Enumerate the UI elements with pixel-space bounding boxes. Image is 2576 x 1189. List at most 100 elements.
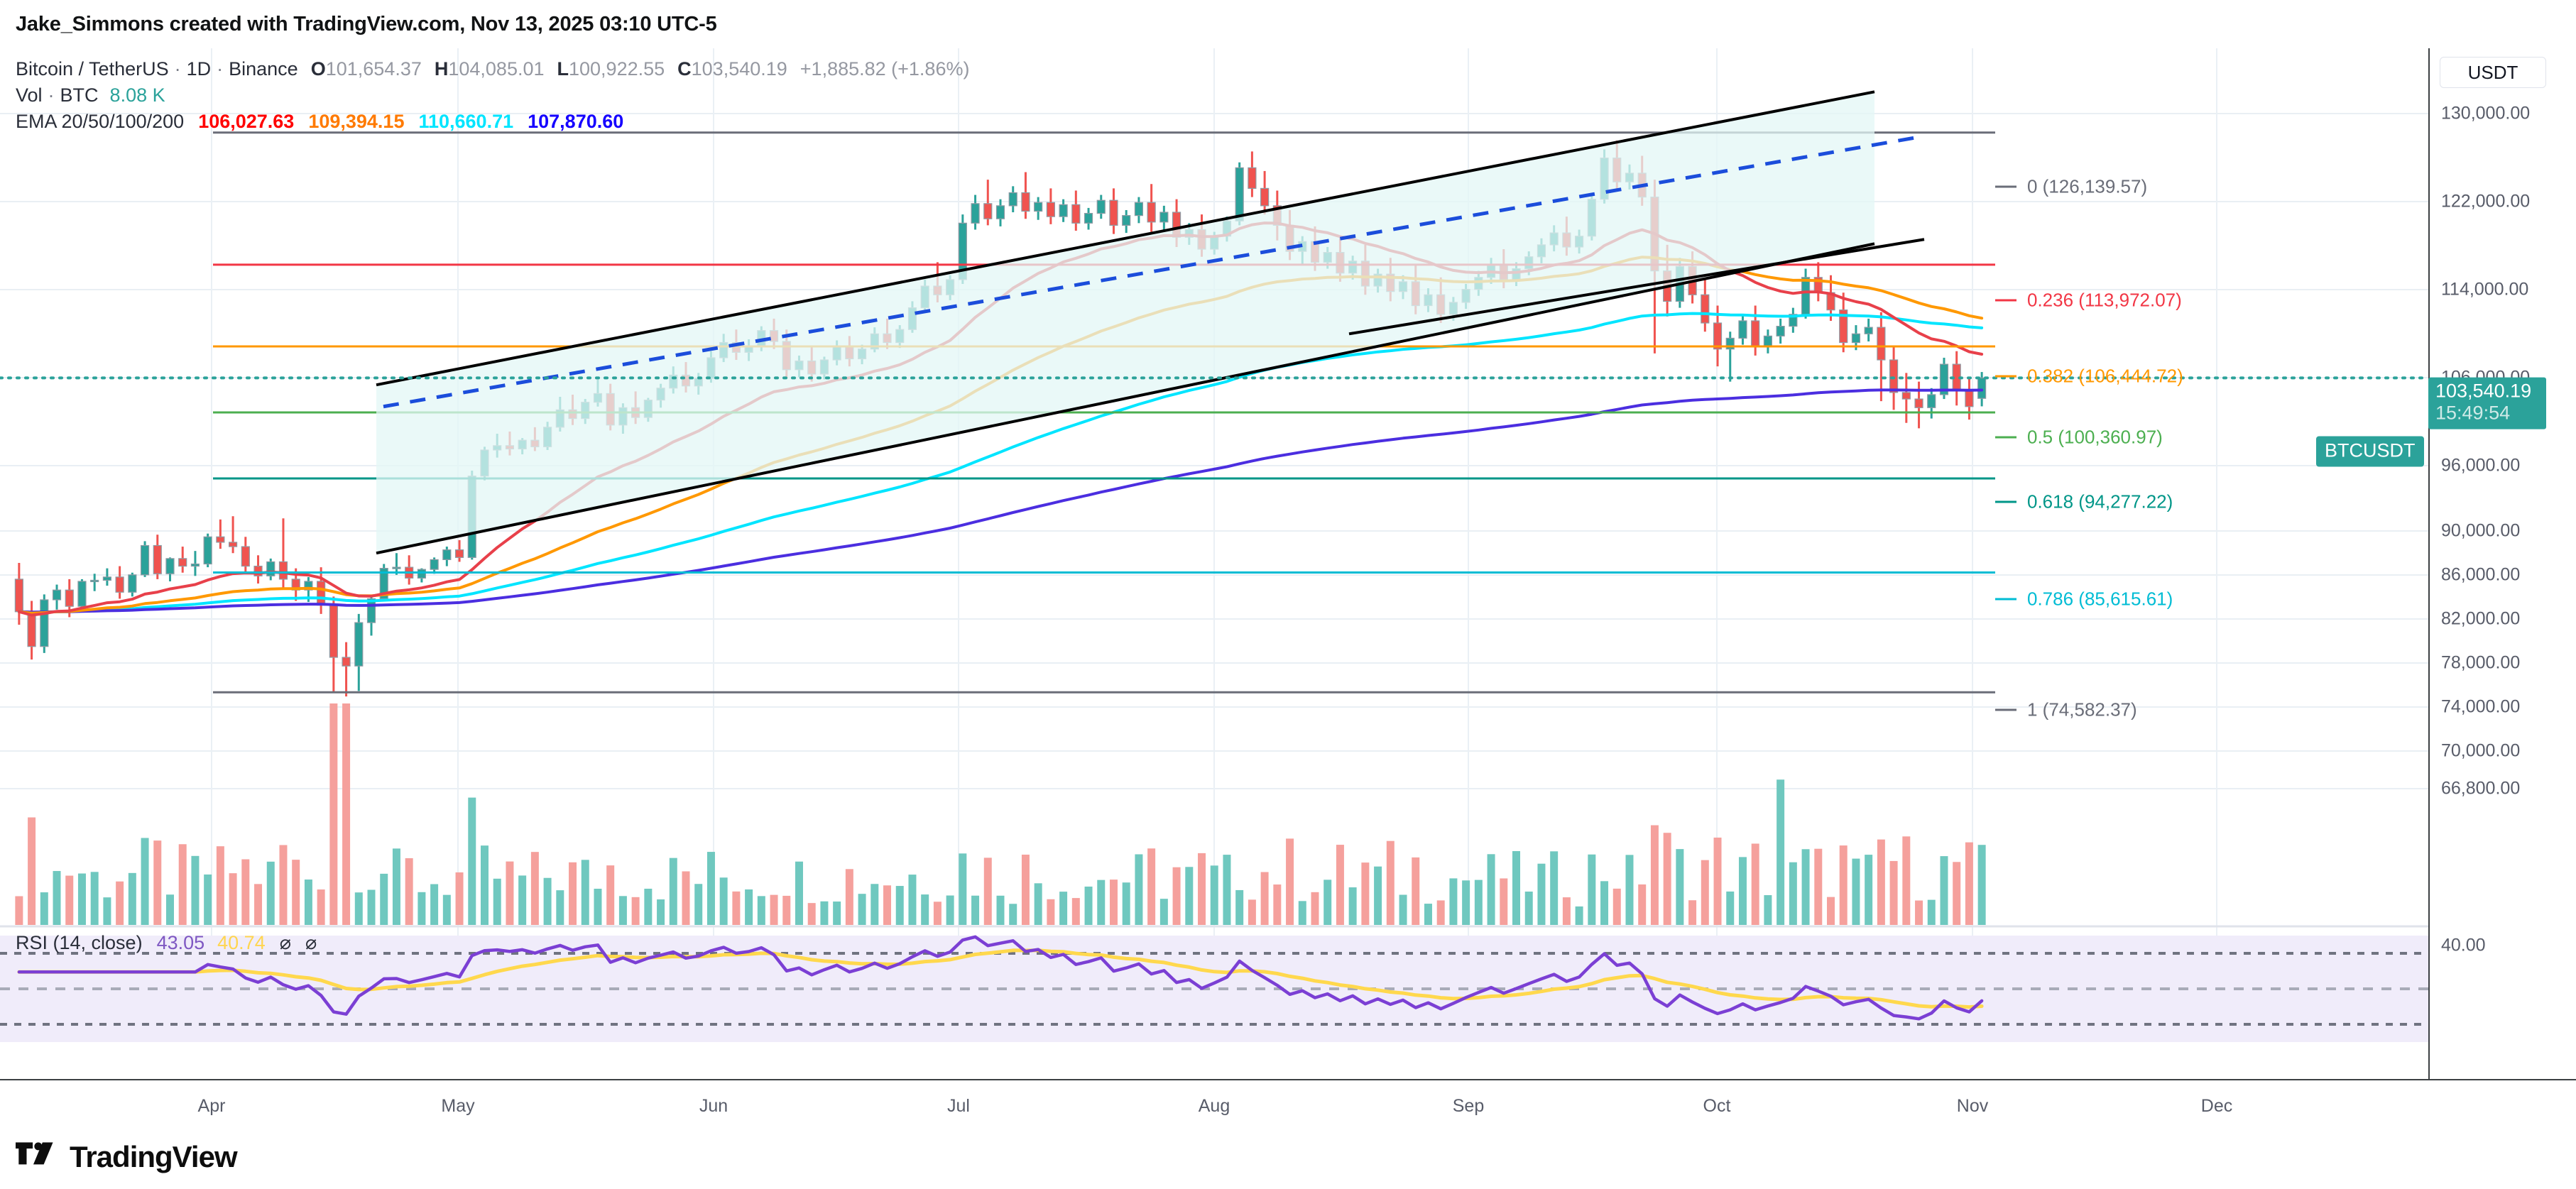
legend-ema200-value: 107,870.60 bbox=[528, 110, 624, 132]
current-price-value: 103,540.19 bbox=[2435, 380, 2532, 402]
volume-bar bbox=[65, 875, 74, 925]
volume-bar bbox=[1852, 858, 1860, 925]
volume-bar bbox=[795, 861, 803, 925]
candle-body bbox=[1839, 309, 1848, 344]
volume-bar bbox=[1286, 838, 1294, 925]
volume-bar bbox=[1021, 854, 1030, 925]
volume-bar bbox=[266, 861, 275, 925]
volume-bar bbox=[1701, 860, 1709, 925]
legend-row-ema[interactable]: EMA 20/50/100/200 106,027.63 109,394.15 … bbox=[16, 109, 969, 133]
volume-bar bbox=[15, 896, 23, 925]
candle-body bbox=[1965, 390, 1974, 407]
volume-bar bbox=[1927, 899, 1936, 925]
candle-body bbox=[995, 205, 1005, 219]
currency-badge[interactable]: USDT bbox=[2440, 57, 2546, 88]
legend-symbol: Bitcoin / TetherUS bbox=[16, 57, 169, 80]
volume-bar bbox=[103, 897, 111, 925]
volume-bar bbox=[618, 896, 627, 925]
volume-bar bbox=[1059, 892, 1068, 925]
volume-bar bbox=[594, 889, 602, 925]
volume-bar bbox=[1537, 863, 1546, 925]
volume-bar bbox=[770, 894, 778, 925]
candle-body bbox=[1122, 215, 1131, 226]
candle-body bbox=[1864, 327, 1873, 334]
volume-bar bbox=[1512, 850, 1521, 925]
candle-body bbox=[430, 559, 439, 570]
volume-bar bbox=[1047, 899, 1055, 925]
legend-row-volume[interactable]: Vol · BTC 8.08 K bbox=[16, 83, 969, 107]
volume-bar bbox=[757, 896, 765, 925]
rsi-legend-value-ma: 40.74 bbox=[217, 932, 266, 953]
volume-bar bbox=[858, 894, 866, 925]
legend-row-symbol[interactable]: Bitcoin / TetherUS · 1D · Binance O 101,… bbox=[16, 57, 969, 81]
volume-bar bbox=[820, 901, 829, 925]
volume-bar bbox=[1940, 856, 1948, 925]
chart-legend: Bitcoin / TetherUS · 1D · Binance O 101,… bbox=[16, 57, 969, 133]
volume-bar bbox=[1726, 891, 1735, 925]
chart-plot-area[interactable] bbox=[0, 48, 2428, 1079]
volume-bar bbox=[1889, 860, 1898, 925]
legend-ema-label: EMA 20/50/100/200 bbox=[16, 110, 185, 132]
candle-body bbox=[354, 622, 364, 667]
candle-body bbox=[266, 561, 275, 576]
candle-body bbox=[241, 546, 250, 567]
candle-body bbox=[1914, 398, 1923, 408]
volume-bar bbox=[1801, 849, 1810, 925]
volume-bar bbox=[1575, 906, 1583, 925]
legend-low-value: 100,922.55 bbox=[569, 57, 665, 80]
candle-body bbox=[115, 576, 124, 593]
volume-bar bbox=[153, 840, 162, 925]
rsi-legend[interactable]: RSI (14, close) 43.05 40.74 ⌀ ⌀ bbox=[16, 932, 317, 954]
candle-body bbox=[1789, 314, 1798, 327]
candle-body bbox=[379, 568, 388, 600]
symbol-price-tag[interactable]: BTCUSDT bbox=[2316, 436, 2424, 467]
candle-body bbox=[1939, 363, 1949, 395]
candle-body bbox=[65, 589, 74, 607]
legend-sep-2: · bbox=[217, 57, 224, 80]
volume-bar bbox=[1248, 899, 1256, 925]
legend-ema50-value: 109,394.15 bbox=[308, 110, 405, 132]
candle-body bbox=[1248, 167, 1257, 189]
volume-bar bbox=[983, 857, 992, 925]
volume-bar bbox=[1386, 840, 1395, 925]
legend-open-value: 101,654.37 bbox=[325, 57, 422, 80]
candle-body bbox=[52, 589, 62, 601]
volume-bar bbox=[518, 875, 527, 925]
volume-bar bbox=[166, 894, 174, 925]
rsi-line bbox=[17, 935, 1984, 1021]
volume-bar bbox=[569, 862, 577, 925]
volume-bar bbox=[90, 872, 99, 925]
candle-body bbox=[165, 558, 175, 574]
candle-body bbox=[1109, 199, 1118, 226]
time-axis-tick: Jul bbox=[947, 1096, 970, 1116]
volume-bar bbox=[1424, 904, 1432, 925]
legend-open-key: O bbox=[310, 57, 326, 80]
volume-bar bbox=[1324, 880, 1332, 925]
volume-bar bbox=[1751, 843, 1759, 925]
time-axis[interactable]: Apr May Jun Jul Aug Sep Oct Nov Dec bbox=[0, 1079, 2576, 1134]
time-axis-tick: Jun bbox=[699, 1096, 728, 1116]
volume-bar bbox=[807, 903, 816, 925]
volume-bar bbox=[1688, 900, 1697, 925]
price-axis[interactable]: USDT 130,000.00122,000.00114,000.00106,0… bbox=[2428, 48, 2576, 1079]
price-axis-tick: 122,000.00 bbox=[2441, 191, 2531, 212]
volume-bar bbox=[1147, 848, 1156, 925]
time-axis-tick: Dec bbox=[2200, 1096, 2233, 1116]
volume-bar bbox=[631, 897, 640, 925]
volume-bar bbox=[304, 880, 312, 925]
volume-bar bbox=[657, 899, 665, 925]
legend-volume-label: Vol bbox=[16, 84, 43, 106]
volume-bar bbox=[1361, 862, 1370, 925]
current-price-tag[interactable]: 103,540.19 15:49:54 bbox=[2428, 377, 2546, 429]
volume-bar bbox=[1638, 884, 1647, 925]
candle-body bbox=[278, 561, 288, 580]
volume-bar bbox=[719, 877, 728, 925]
rsi-legend-value-main: 43.05 bbox=[156, 932, 205, 953]
chart-canvas bbox=[0, 48, 2428, 1042]
candle-body bbox=[1147, 202, 1156, 223]
ema-200-line bbox=[17, 388, 1984, 614]
candle-body bbox=[1977, 377, 1987, 399]
legend-sep-1: · bbox=[174, 57, 181, 80]
legend-high-value: 104,085.01 bbox=[448, 57, 545, 80]
legend-close-value: 103,540.19 bbox=[691, 57, 787, 80]
